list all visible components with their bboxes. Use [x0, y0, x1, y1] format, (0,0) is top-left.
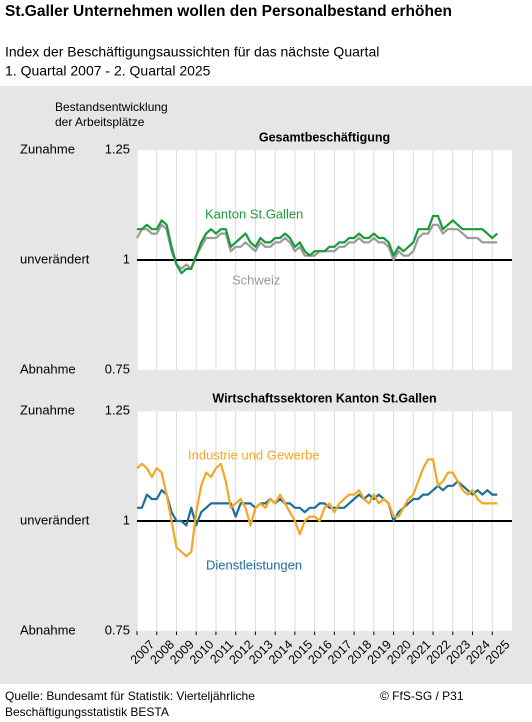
- y-tick-label: 1.25: [105, 402, 130, 417]
- y-level-label: Abnahme: [20, 361, 76, 376]
- series-line: [137, 480, 498, 527]
- y-tick-label: 0.75: [105, 622, 130, 637]
- series-label: Schweiz: [232, 272, 280, 287]
- y-tick-label: 0.75: [105, 361, 130, 376]
- series-label: Dienstleistungen: [206, 557, 302, 572]
- y-level-label: Zunahme: [20, 402, 75, 417]
- y-tick-label: 1.25: [105, 141, 130, 156]
- y-level-label: Abnahme: [20, 622, 76, 637]
- subtitle: 1. Quartal 2007 - 2. Quartal 2025: [5, 63, 211, 79]
- subtitle: Index der Beschäftigungsaussichten für d…: [5, 44, 379, 60]
- series-line: [137, 214, 498, 275]
- y-tick-label: 1: [123, 512, 130, 527]
- y-level-label: Zunahme: [20, 141, 75, 156]
- y-axis-label: der Arbeitsplätze: [55, 115, 145, 129]
- chart-title: Gesamtbeschäftigung: [259, 130, 390, 144]
- series-label: Industrie und Gewerbe: [188, 447, 320, 462]
- source: Beschäftigungsstatistik BESTA: [5, 705, 169, 719]
- y-level-label: unverändert: [20, 512, 90, 527]
- chart-title: Wirtschaftssektoren Kanton St.Gallen: [212, 391, 436, 405]
- y-axis-label: Bestandsentwicklung: [55, 100, 168, 114]
- y-level-label: unverändert: [20, 251, 90, 266]
- source: Quelle: Bundesamt für Statistik: Viertel…: [5, 689, 255, 703]
- credit: © FfS-SG / P31: [380, 689, 464, 703]
- page-title: St.Galler Unternehmen wollen den Persona…: [5, 3, 452, 20]
- series-line: [136, 458, 498, 558]
- y-tick-label: 1: [123, 251, 130, 266]
- series-label: Kanton St.Gallen: [205, 206, 303, 221]
